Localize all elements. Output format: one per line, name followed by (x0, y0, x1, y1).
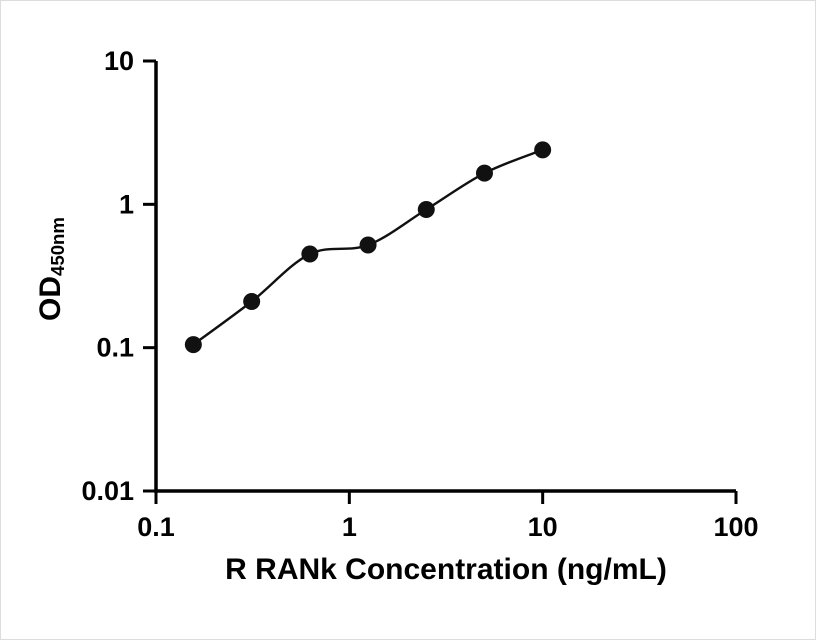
y-tick-label: 10 (104, 46, 134, 76)
data-point (417, 201, 435, 219)
y-tick-label: 0.01 (81, 476, 134, 506)
x-tick-label: 0.1 (137, 512, 175, 542)
y-axis-title-main: OD (34, 275, 67, 321)
data-point (475, 164, 493, 182)
data-point (359, 236, 377, 254)
y-axis-title-subscript: 450nm (47, 217, 69, 276)
x-axis-title: R RANk Concentration (ng/mL) (225, 553, 667, 586)
y-tick-label: 0.1 (96, 333, 134, 363)
data-point (184, 336, 202, 354)
x-tick-label: 100 (713, 512, 758, 542)
x-tick-label: 1 (342, 512, 357, 542)
data-point (534, 141, 552, 159)
data-point (243, 292, 261, 310)
x-tick-label: 10 (528, 512, 558, 542)
y-axis-title: OD450nm (34, 217, 68, 321)
data-point (301, 245, 319, 263)
y-tick-label: 1 (119, 189, 134, 219)
